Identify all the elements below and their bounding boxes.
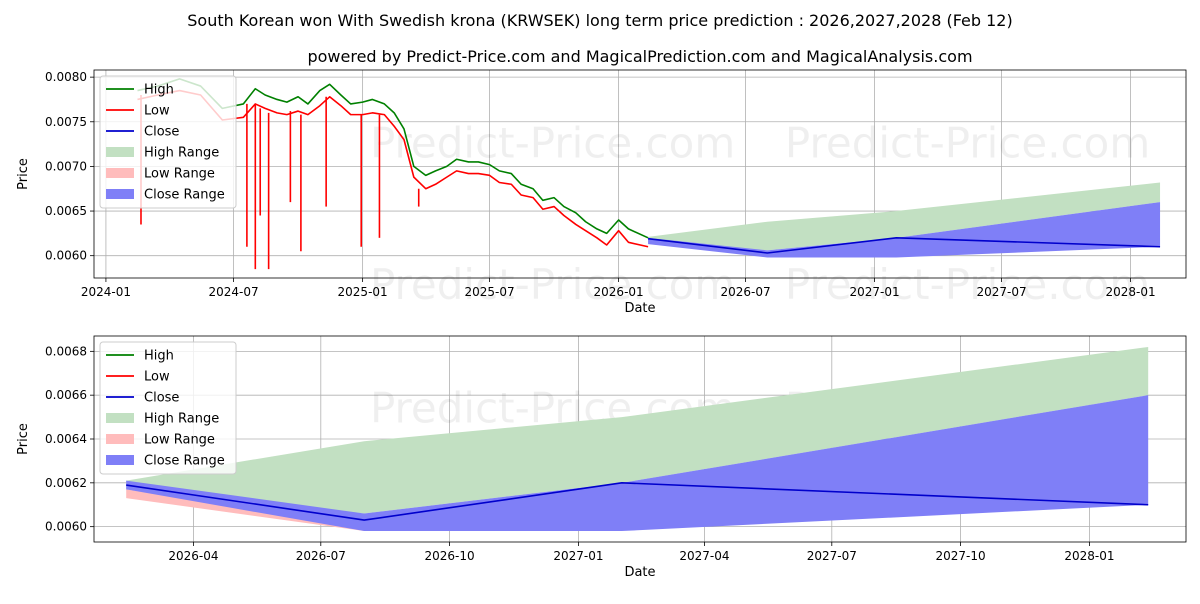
x-tick-label: 2026-07 bbox=[296, 549, 346, 563]
x-tick-label: 2027-01 bbox=[553, 549, 603, 563]
watermark-text: Predict-Price.com bbox=[370, 260, 735, 309]
legend-high-range-swatch bbox=[106, 413, 134, 423]
legend-close-range-swatch bbox=[106, 455, 134, 465]
y-tick-label: 0.0068 bbox=[45, 344, 87, 358]
legend-label: High Range bbox=[144, 146, 219, 161]
axes-frame bbox=[93, 69, 1187, 279]
y-tick-label: 0.0062 bbox=[45, 476, 87, 490]
x-tick-label: 2027-07 bbox=[807, 549, 857, 563]
high-range-band bbox=[126, 346, 1149, 514]
legend-label: High bbox=[144, 83, 174, 98]
legend-label: Low bbox=[144, 104, 170, 119]
x-axis-label: Date bbox=[624, 301, 655, 316]
low-series-line bbox=[137, 89, 649, 248]
high-range-band bbox=[648, 182, 1161, 251]
x-tick-label: 2026-10 bbox=[425, 549, 475, 563]
y-tick-label: 0.0065 bbox=[45, 204, 87, 218]
legend-label: Close Range bbox=[144, 188, 225, 203]
x-tick-label: 2024-07 bbox=[208, 285, 258, 299]
chart-title: South Korean won With Swedish krona (KRW… bbox=[187, 11, 1012, 30]
y-tick-label: 0.0075 bbox=[45, 115, 87, 129]
y-tick-label: 0.0080 bbox=[45, 70, 87, 84]
top-panel: Predict-Price.com Predict-Price.com Predic… bbox=[16, 69, 1187, 316]
legend-label: Low bbox=[144, 370, 170, 385]
y-tick-label: 0.0060 bbox=[45, 520, 87, 534]
high-series-line bbox=[137, 78, 649, 239]
legend-label: High bbox=[144, 349, 174, 364]
legend-label: Low Range bbox=[144, 167, 215, 182]
x-tick-label: 2026-01 bbox=[594, 285, 644, 299]
chart-subtitle: powered by Predict-Price.com and Magical… bbox=[307, 47, 972, 66]
legend-label: Low Range bbox=[144, 433, 215, 448]
close-range-band bbox=[648, 202, 1161, 258]
legend-low-range-swatch bbox=[106, 434, 134, 444]
legend-label: Close bbox=[144, 391, 179, 406]
legend-low-range-swatch bbox=[106, 168, 134, 178]
watermark-text: Predict-Price.com bbox=[785, 260, 1150, 309]
watermark-text: Predict-Price.com bbox=[370, 118, 735, 167]
x-tick-label: 2028-01 bbox=[1106, 285, 1156, 299]
x-tick-label: 2026-04 bbox=[168, 549, 218, 563]
y-axis-label: Price bbox=[16, 423, 31, 455]
y-tick-label: 0.0070 bbox=[45, 159, 87, 173]
legend-label: High Range bbox=[144, 412, 219, 427]
x-tick-label: 2026-07 bbox=[720, 285, 770, 299]
legend-label: Close Range bbox=[144, 454, 225, 469]
y-tick-label: 0.0066 bbox=[45, 388, 87, 402]
x-tick-label: 2027-07 bbox=[976, 285, 1026, 299]
close-range-band bbox=[126, 395, 1149, 532]
x-tick-label: 2027-04 bbox=[679, 549, 729, 563]
x-tick-label: 2025-01 bbox=[338, 285, 388, 299]
x-tick-label: 2028-01 bbox=[1064, 549, 1114, 563]
legend-close-range-swatch bbox=[106, 189, 134, 199]
x-axis-label: Date bbox=[624, 565, 655, 580]
x-tick-label: 2024-01 bbox=[81, 285, 131, 299]
close-series-line bbox=[126, 482, 1149, 521]
x-tick-label: 2025-07 bbox=[464, 285, 514, 299]
y-tick-label: 0.0060 bbox=[45, 249, 87, 263]
y-axis-label: Price bbox=[16, 158, 31, 190]
watermark-text: Predict-Price.com bbox=[785, 118, 1150, 167]
close-series-line bbox=[647, 237, 1161, 254]
x-tick-label: 2027-01 bbox=[850, 285, 900, 299]
legend-label: Close bbox=[144, 125, 179, 140]
x-tick-label: 2027-10 bbox=[936, 549, 986, 563]
bottom-panel: Predict-Price.comPredict-Price.com2026-0… bbox=[16, 335, 1187, 580]
y-tick-label: 0.0064 bbox=[45, 432, 87, 446]
legend-high-range-swatch bbox=[106, 147, 134, 157]
